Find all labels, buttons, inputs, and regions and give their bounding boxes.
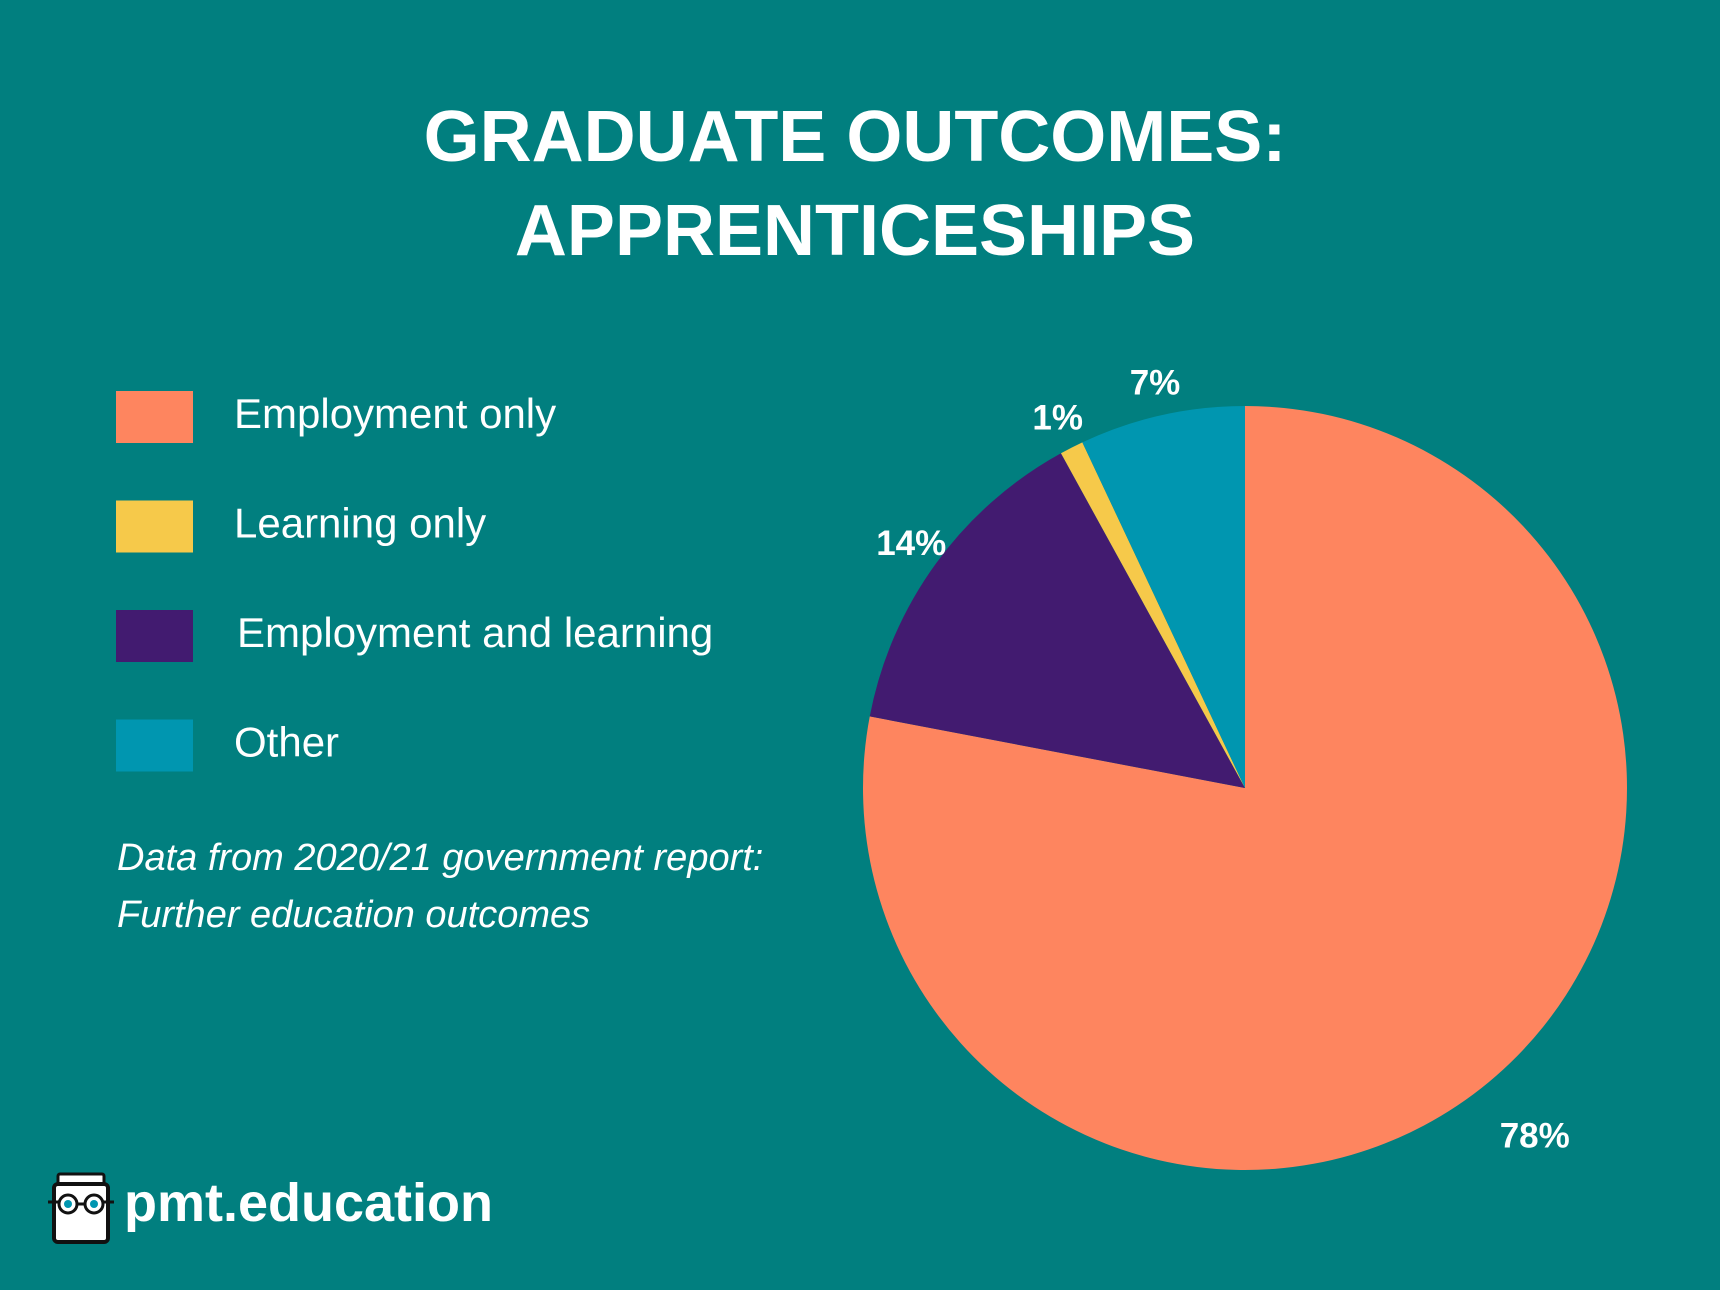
- legend-label: Learning only: [234, 500, 486, 547]
- data-label: 14%: [876, 524, 946, 563]
- legend-swatch: [116, 610, 193, 662]
- source: pmt.education: [124, 1173, 494, 1233]
- note: Data from 2020/21 government report: Fur…: [117, 837, 764, 936]
- chart-title: GRADUATE OUTCOMES: APPRENTICESHIPS: [423, 97, 1287, 271]
- data-label: 1%: [1032, 399, 1083, 438]
- legend-label: Employment only: [234, 390, 556, 437]
- pie-slice: [869, 453, 1245, 788]
- legend-swatch: [116, 500, 193, 553]
- data-label: 7%: [1130, 364, 1181, 403]
- legend-swatch: [116, 719, 193, 772]
- logo-icon: [48, 1172, 114, 1244]
- legend-swatch: [116, 391, 193, 443]
- legend-label: Other: [234, 719, 339, 766]
- data-label: 78%: [1500, 1117, 1570, 1156]
- pie-slice: [1060, 442, 1245, 788]
- pie-slice: [1082, 406, 1245, 788]
- legend-label: Employment and learning: [237, 609, 713, 656]
